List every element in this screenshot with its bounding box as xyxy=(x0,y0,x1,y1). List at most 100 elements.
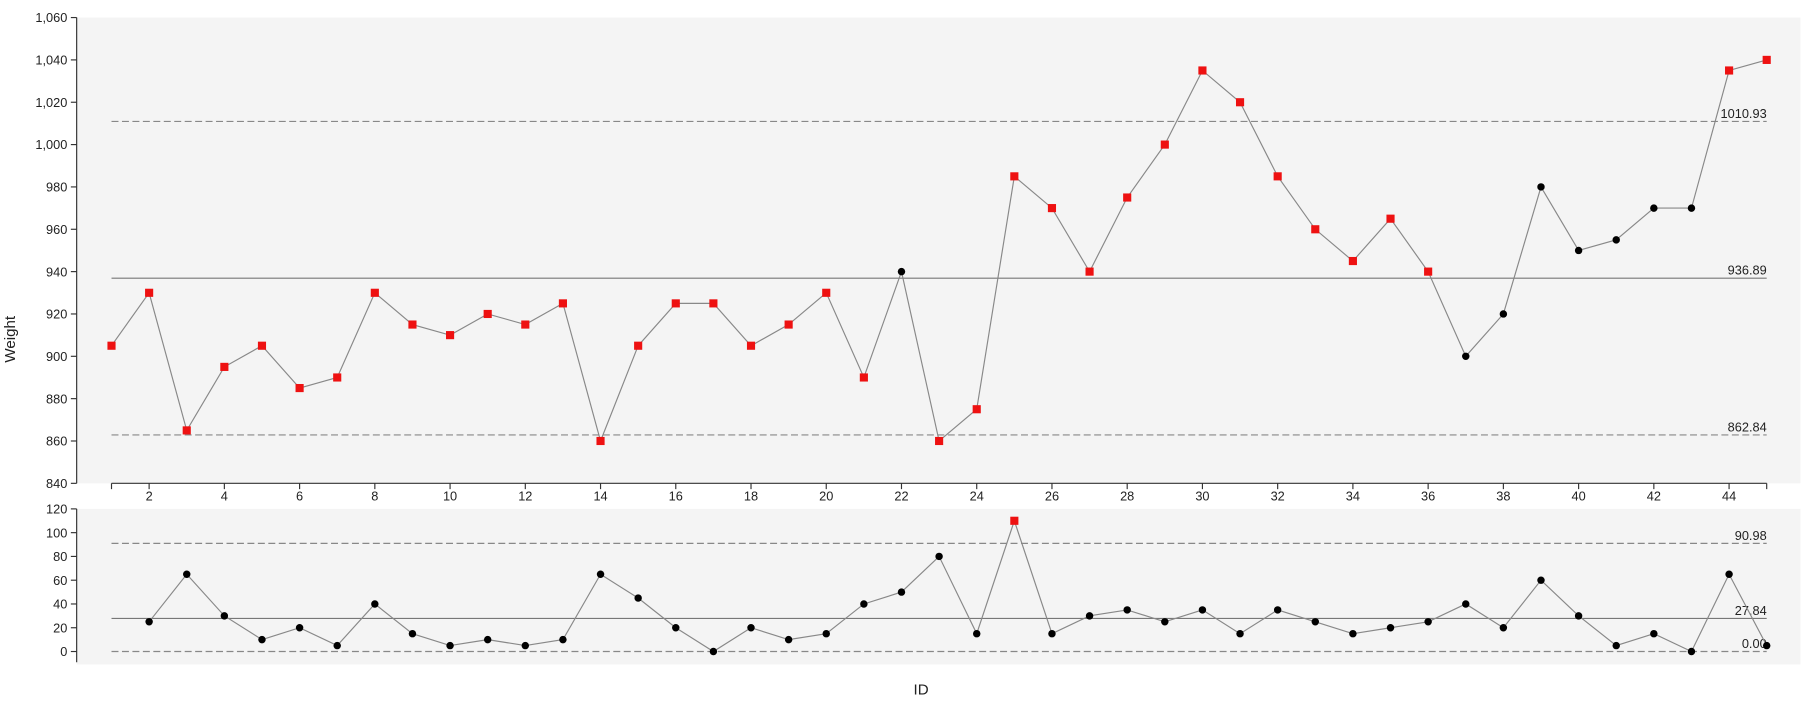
y-tick-label: 880 xyxy=(46,391,67,406)
control-line-label: 1010.93 xyxy=(1721,106,1767,121)
point-flagged xyxy=(746,341,756,350)
point xyxy=(220,612,229,620)
point-flagged xyxy=(972,405,981,414)
point-flagged xyxy=(145,288,154,297)
point-flagged xyxy=(1047,204,1057,213)
point xyxy=(1462,600,1470,608)
point-flagged xyxy=(1424,267,1433,276)
point-flagged xyxy=(859,373,868,382)
x-tick-label: 18 xyxy=(744,489,758,504)
point-flagged xyxy=(1348,256,1357,266)
point-flagged xyxy=(935,436,944,446)
y-tick-label: 840 xyxy=(46,476,67,491)
point xyxy=(1574,246,1583,255)
y-tick-label: 1,060 xyxy=(35,10,67,25)
control-line-label: 0.00 xyxy=(1742,636,1767,651)
point xyxy=(1725,570,1733,578)
y-tick-label: 60 xyxy=(53,573,67,588)
point xyxy=(446,641,454,650)
point xyxy=(1612,641,1620,650)
y-tick-label: 900 xyxy=(46,349,67,364)
x-tick-label: 26 xyxy=(1045,489,1059,504)
point xyxy=(634,594,642,602)
x-tick-label: 10 xyxy=(443,489,457,504)
point xyxy=(1386,624,1395,632)
point-flagged xyxy=(596,436,605,446)
point-flagged xyxy=(671,299,680,308)
x-tick-label: 30 xyxy=(1195,489,1209,504)
point xyxy=(709,647,718,656)
point xyxy=(860,600,868,608)
point xyxy=(371,600,379,608)
point xyxy=(408,629,417,638)
point xyxy=(1612,236,1620,244)
point xyxy=(1574,612,1583,620)
y-tick-label: 80 xyxy=(53,549,67,564)
point xyxy=(1650,204,1658,212)
point xyxy=(1687,204,1696,212)
y-tick-label: 920 xyxy=(46,307,67,322)
point xyxy=(145,618,153,626)
x-tick-label: 32 xyxy=(1271,489,1285,504)
x-tick-label: 40 xyxy=(1572,489,1586,504)
x-axis-label: ID xyxy=(914,682,929,699)
point-flagged xyxy=(295,383,304,393)
y-axis-label: Weight xyxy=(2,315,19,363)
series-line xyxy=(148,518,1768,653)
point xyxy=(672,624,680,632)
point-flagged xyxy=(107,341,116,350)
y-tick-label: 1,000 xyxy=(35,137,67,152)
point-flagged xyxy=(483,309,492,319)
point-flagged xyxy=(220,362,229,371)
point-flagged xyxy=(257,341,267,350)
control-line-label: 936.89 xyxy=(1728,263,1767,278)
point xyxy=(1123,606,1131,614)
point xyxy=(559,635,567,644)
point xyxy=(483,635,492,644)
plot-background xyxy=(76,17,1801,484)
point xyxy=(1349,629,1357,638)
y-tick-label: 40 xyxy=(53,597,67,612)
point-flagged xyxy=(1010,516,1019,525)
point xyxy=(1311,618,1320,626)
x-tick-label: 12 xyxy=(518,489,532,504)
point-flagged xyxy=(709,299,718,308)
point xyxy=(1537,576,1545,584)
point xyxy=(1273,606,1282,614)
y-tick-label: 1,040 xyxy=(35,53,67,68)
plot-background xyxy=(76,508,1801,665)
x-tick-label: 42 xyxy=(1647,489,1661,504)
point xyxy=(897,588,906,596)
x-tick-label: 44 xyxy=(1722,489,1736,504)
point xyxy=(183,570,191,578)
y-tick-label: 20 xyxy=(53,620,67,635)
point xyxy=(1537,183,1545,191)
point xyxy=(596,570,605,578)
point xyxy=(1161,618,1169,626)
point-flagged xyxy=(1725,66,1734,75)
y-tick-label: 100 xyxy=(46,525,67,540)
point xyxy=(897,267,906,276)
x-tick-label: 24 xyxy=(970,489,984,504)
point-flagged xyxy=(370,288,379,297)
y-tick-label: 1,020 xyxy=(35,95,67,110)
point-flagged xyxy=(1010,172,1019,181)
x-tick-label: 22 xyxy=(894,489,908,504)
control-line-label: 27.84 xyxy=(1735,603,1767,618)
point xyxy=(1424,618,1432,626)
x-tick-label: 8 xyxy=(371,489,378,504)
point xyxy=(747,624,755,632)
point-flagged xyxy=(1160,140,1169,149)
point xyxy=(973,629,981,638)
point-flagged xyxy=(1386,214,1395,223)
point-flagged xyxy=(1085,267,1094,276)
point-flagged xyxy=(822,288,831,297)
point xyxy=(1650,629,1658,638)
x-tick-label: 14 xyxy=(593,489,607,504)
point-flagged xyxy=(1235,98,1245,107)
point xyxy=(295,624,304,632)
point xyxy=(1687,647,1696,656)
point-flagged xyxy=(1273,172,1282,181)
point-flagged xyxy=(634,341,643,350)
y-tick-label: 980 xyxy=(46,180,67,195)
